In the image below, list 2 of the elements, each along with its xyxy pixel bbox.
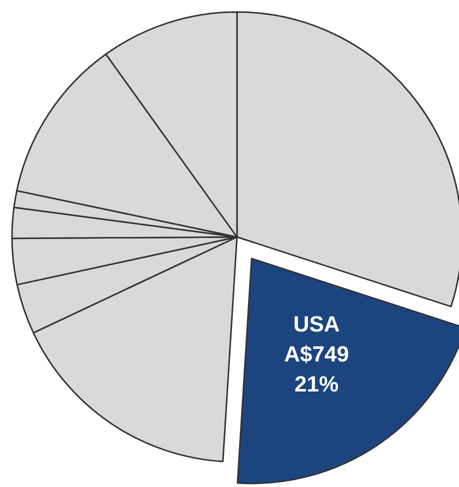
data-label: A$749 21%: [284, 342, 349, 397]
slice-label: USA: [293, 312, 340, 337]
